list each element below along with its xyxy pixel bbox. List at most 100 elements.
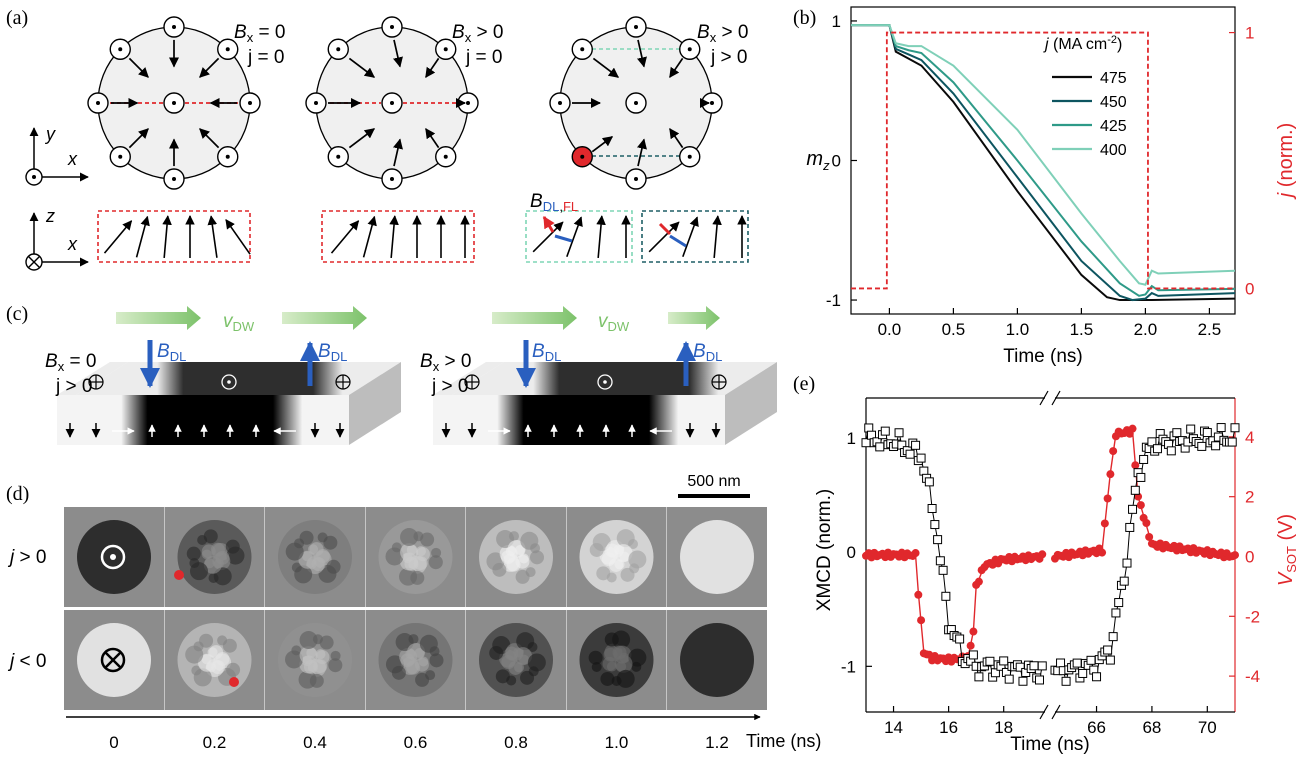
panel-label-c: (c) (6, 303, 28, 325)
legend-label: 400 (1100, 142, 1127, 159)
x-tick-label: 16 (939, 718, 958, 737)
y2-tick-label: 0 (1245, 279, 1254, 298)
row-label-positive: j > 0 (7, 547, 46, 568)
chain-spin-arrow (226, 220, 250, 254)
xmcd-point (1112, 609, 1120, 617)
xmcd-point (1129, 505, 1137, 513)
chart-b-xlabel: Time (ns) (1003, 346, 1083, 367)
svg-text:j (MA cm-2): j (MA cm-2) (1043, 34, 1122, 53)
chart-b-ylabel: mz (806, 148, 830, 173)
xmcd-point (1123, 559, 1131, 567)
x-tick-label: 1.5 (1070, 320, 1094, 339)
x-tick-label: 68 (1142, 718, 1161, 737)
chain-spin-arrow (391, 216, 395, 258)
chart-e-ylabel: XMCD (norm.) (814, 489, 835, 611)
velocity-arrow (668, 306, 720, 330)
v-sot-point (1038, 550, 1046, 558)
xmcd-point (881, 427, 889, 435)
x-tick-label: 2.5 (1198, 320, 1222, 339)
xmcd-point (1062, 677, 1070, 685)
y2-tick-label: -4 (1245, 667, 1260, 686)
legend-label: 475 (1100, 70, 1127, 87)
xmcd-point (1231, 424, 1239, 432)
xmcd-point (956, 635, 964, 643)
xmcd-point (975, 673, 983, 681)
time-tick-label: 1.0 (605, 733, 629, 752)
b-fl-arrow (660, 224, 670, 234)
xmcd-point (942, 592, 950, 600)
v-sot-point (914, 591, 922, 599)
chain-spin-arrow (164, 216, 168, 258)
chain-spin-arrow (364, 217, 375, 258)
v-sot-point (1129, 425, 1137, 433)
chain-spin-arrow (598, 216, 602, 258)
b-dl-label: BDL (318, 341, 347, 364)
time-tick-label: 0.6 (404, 733, 428, 752)
xmcd-point (1079, 669, 1087, 677)
chain-spin-arrow (567, 217, 581, 256)
b-dl-label: BDL (157, 341, 186, 364)
v-sot-point (1142, 519, 1150, 527)
v-sot-point (967, 642, 975, 650)
time-tick-label: 0.8 (504, 733, 528, 752)
xmcd-point (1140, 455, 1148, 463)
xmcd-point (1104, 646, 1112, 654)
xmcd-point (969, 651, 977, 659)
x-tick-label: 0.0 (878, 320, 902, 339)
panel-label-e: (e) (793, 373, 815, 395)
series-line-v-sot (866, 555, 1045, 660)
y-tick-label: 0 (847, 543, 856, 562)
chart-e-xlabel: Time (ns) (1010, 734, 1090, 755)
svg-text:Bx > 0: Bx > 0 (452, 22, 503, 45)
spin-chain-box-3 (526, 211, 632, 262)
xmcd-point (917, 454, 925, 462)
xmcd-point (895, 429, 903, 437)
velocity-arrow (116, 306, 201, 330)
xmcd-point (1030, 662, 1038, 670)
svg-text:j > 0: j > 0 (710, 47, 747, 68)
svg-text:j > 0: j > 0 (55, 376, 92, 397)
disk-image (680, 520, 754, 594)
v-sot-point (1109, 447, 1117, 455)
svg-text:j = 0: j = 0 (465, 47, 502, 68)
b-dl-fl-label: BDL,FL (530, 191, 578, 214)
scalebar-label: 500 nm (687, 473, 740, 490)
chain-spin-arrow (137, 217, 148, 258)
chart-b-frame (851, 7, 1235, 314)
xmcd-point (1087, 656, 1095, 664)
xmcd-point (925, 478, 933, 486)
xmcd-point (1093, 673, 1101, 681)
y2-tick-label: 0 (1245, 547, 1254, 566)
xmcd-point (1000, 657, 1008, 665)
panel-b-chart: 0.0 0.5 1.0 1.5 2.0 2.5 -1 0 1 0 1 Time (ns) mz j … (806, 7, 1297, 367)
xmcd-point (1212, 442, 1220, 450)
svg-text:j = 0: j = 0 (247, 47, 284, 68)
series-line-current (851, 33, 1235, 289)
xmcd-point (936, 557, 944, 565)
series-line-400 (851, 25, 1235, 285)
b-dl-label: BDL (532, 341, 561, 364)
v-sot-point (969, 628, 977, 636)
xmcd-point (906, 450, 914, 458)
condition-right: Bx > 0 j > 0 (420, 351, 471, 397)
x-tick-label: 14 (884, 718, 903, 737)
x-tick-label: 70 (1198, 718, 1217, 737)
chart-b-y2label: j (norm.) (1275, 123, 1297, 200)
panel-d: 500 nm j > 0 j < 0 0 0.2 0.4 0.6 0.8 1.0 1.2 T… (7, 473, 821, 752)
y2-tick-label: 4 (1245, 428, 1254, 447)
svg-text:z: z (45, 206, 55, 226)
xmcd-point (876, 443, 884, 451)
panel-a: Bx = 0 j = 0 Bx > 0 j = 0 Bx > 0 j > 0 y… (26, 17, 748, 270)
legend-label: 450 (1100, 94, 1127, 111)
disk-image (680, 623, 754, 697)
xmcd-point (1137, 473, 1145, 481)
v-sot-point (1098, 549, 1106, 557)
b-dl-label: BDL (693, 341, 722, 364)
time-tick-label: 1.2 (705, 733, 729, 752)
xmcd-point (939, 566, 947, 574)
xmcd-point (1019, 677, 1027, 685)
panel-label-a: (a) (6, 7, 28, 29)
x-tick-label: 2.0 (1134, 320, 1158, 339)
xmcd-point (1187, 425, 1195, 433)
